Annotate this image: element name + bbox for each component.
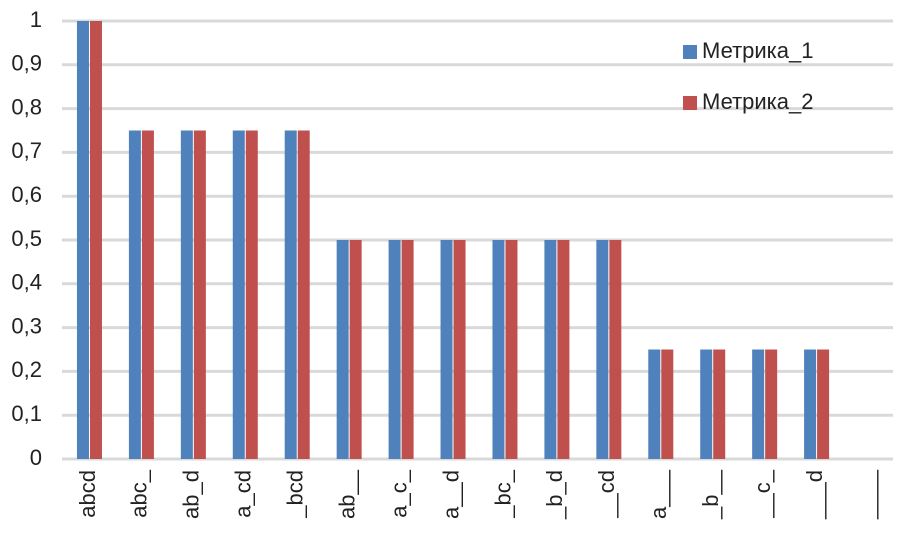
x-tick-label: a___ [646, 469, 671, 519]
bar [141, 130, 154, 459]
bar [440, 240, 453, 459]
y-tick-label: 0,6 [11, 182, 42, 207]
legend-swatch [683, 96, 697, 110]
y-tick-label: 1 [30, 7, 42, 32]
bar [76, 21, 89, 459]
y-tick-label: 0 [30, 445, 42, 470]
y-tick-label: 0,9 [11, 51, 42, 76]
y-tick-label: 0,7 [11, 138, 42, 163]
bar [89, 21, 102, 459]
bar [388, 240, 401, 459]
bar [349, 240, 362, 459]
x-tick-label: _b_d [542, 470, 567, 520]
bar [193, 130, 206, 459]
bar [544, 240, 557, 459]
y-tick-label: 0,8 [11, 94, 42, 119]
bar [557, 240, 570, 459]
x-tick-label: _bcd [283, 470, 308, 519]
x-tick-label: a_c_ [386, 469, 411, 517]
bar [648, 349, 661, 459]
bar [661, 349, 674, 459]
x-tick-label: __c_ [750, 469, 775, 518]
legend-label: Метрика_2 [702, 89, 814, 114]
x-tick-label: _bc_ [490, 469, 515, 518]
bar [505, 240, 518, 459]
y-tick-label: 0,2 [11, 357, 42, 382]
bar [700, 349, 713, 459]
bar [453, 240, 466, 459]
bar [284, 130, 297, 459]
legend-label: Метрика_1 [702, 38, 814, 63]
bar [752, 349, 765, 459]
x-tick-label: ab__ [334, 469, 359, 519]
bar [245, 130, 258, 459]
legend-swatch [683, 45, 697, 59]
y-tick-label: 0,4 [11, 270, 42, 295]
x-tick-label: ___d [802, 470, 827, 520]
bar [804, 349, 817, 459]
y-tick-label: 0,3 [11, 313, 42, 338]
bar [401, 240, 414, 459]
bar [492, 240, 505, 459]
bar [128, 130, 141, 459]
bar [180, 130, 193, 459]
bar [232, 130, 245, 459]
bar [609, 240, 622, 459]
x-tick-label: a__d [438, 470, 463, 519]
bar [297, 130, 310, 459]
bar [596, 240, 609, 459]
bar [336, 240, 349, 459]
y-tick-label: 0,1 [11, 401, 42, 426]
bar [765, 349, 778, 459]
bar [817, 349, 830, 459]
y-tick-label: 0,5 [11, 226, 42, 251]
x-tick-label: ab_d [179, 470, 204, 519]
x-tick-label: a_cd [231, 470, 256, 518]
x-tick-label: abcd [75, 470, 100, 518]
x-tick-label: ____ [854, 469, 879, 520]
x-tick-label: abc_ [127, 469, 152, 517]
x-tick-label: _b__ [698, 469, 723, 520]
bar [713, 349, 726, 459]
x-tick-label: __cd [594, 470, 619, 519]
